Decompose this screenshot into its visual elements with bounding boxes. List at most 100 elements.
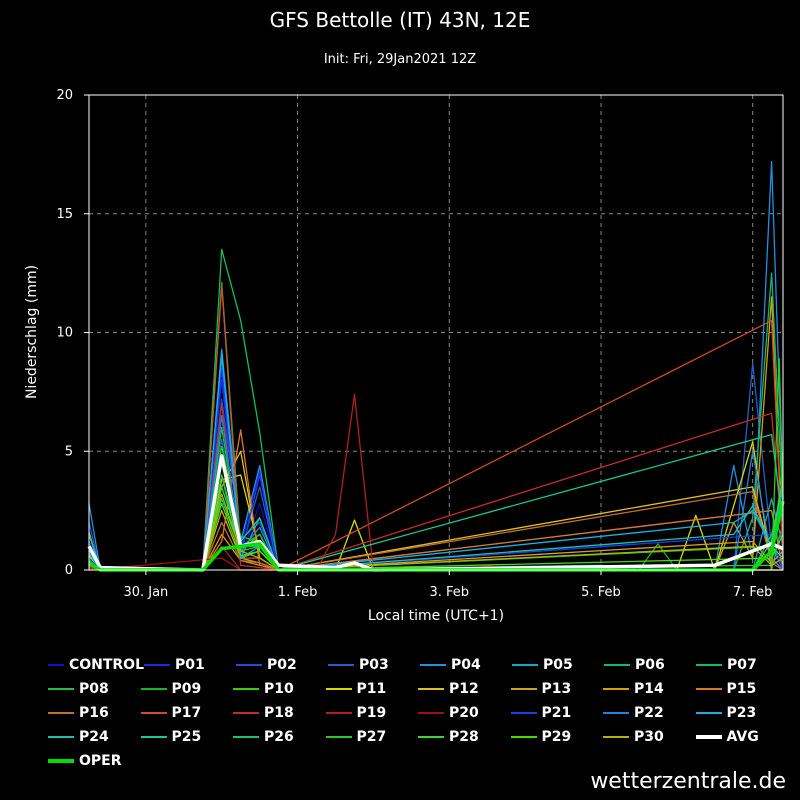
legend-label: P10 — [264, 681, 294, 697]
series-line-p06 — [88, 272, 784, 571]
precipitation-chart: 0 5 10 15 20 30. Jan 1. Feb 3. Feb 5. Feb 7. Feb… — [24, 88, 785, 624]
legend-item: P09 — [140, 681, 234, 697]
x-tick-label: 3. Feb — [429, 585, 469, 600]
series-line-p09 — [88, 455, 783, 571]
series-line-p28 — [88, 479, 784, 571]
legend-swatch — [695, 712, 722, 714]
legend-swatch — [325, 688, 352, 690]
legend-label: P09 — [171, 681, 202, 697]
series-line-p21 — [88, 367, 784, 571]
legend-label: P21 — [541, 705, 572, 721]
legend-swatch — [48, 712, 74, 714]
legend-item: P04 — [420, 657, 512, 673]
legend-swatch — [510, 736, 537, 738]
legend-item: P20 — [418, 705, 511, 721]
legend-row: P24 P25 P26 P27 P28 P29 P30 AVG — [48, 725, 788, 749]
legend-item: P18 — [233, 705, 326, 721]
series-line-p05 — [88, 355, 784, 571]
series-line-p08 — [88, 426, 784, 571]
legend-item: P01 — [144, 657, 236, 673]
series-line-p12 — [88, 450, 784, 571]
legend-item: AVG — [695, 729, 789, 745]
legend-item: P27 — [325, 729, 419, 745]
legend-label: P29 — [541, 729, 572, 745]
legend-label: P02 — [267, 657, 297, 673]
legend-item: P02 — [236, 657, 328, 673]
legend-item: P05 — [512, 657, 604, 673]
legend-item: P14 — [603, 681, 696, 697]
legend-label: P12 — [449, 681, 479, 697]
legend-label: P05 — [543, 657, 573, 673]
legend-item: P17 — [140, 705, 234, 721]
legend-item: P15 — [695, 681, 789, 697]
legend-item: OPER — [48, 753, 144, 769]
legend-swatch — [48, 664, 64, 666]
y-axis-label: Niederschlag (mm) — [24, 265, 40, 399]
x-tick-label: 30. Jan — [123, 585, 168, 600]
legend-swatch — [604, 664, 630, 666]
legend-swatch — [48, 736, 74, 738]
legend-label: P20 — [449, 705, 479, 721]
legend-swatch — [325, 736, 352, 738]
legend-swatch — [418, 712, 444, 714]
watermark: wetterzentrale.de — [590, 769, 786, 794]
x-tick-label: 7. Feb — [733, 585, 773, 600]
legend-label: P22 — [634, 705, 664, 721]
legend-label: P16 — [79, 705, 109, 721]
series-line-p14 — [88, 296, 784, 571]
legend-label: OPER — [79, 753, 122, 769]
legend-item: P11 — [325, 681, 419, 697]
legend-label: P27 — [356, 729, 387, 745]
legend-label: P17 — [171, 705, 202, 721]
legend-swatch — [144, 664, 170, 666]
legend-item: P10 — [233, 681, 326, 697]
legend-label: P19 — [356, 705, 387, 721]
legend-item: P24 — [48, 729, 141, 745]
legend-row: CONTROL P01 P02 P03 P04 P05 P06 P07 — [48, 653, 788, 677]
y-tick-label: 20 — [56, 88, 73, 103]
y-tick-label: 0 — [65, 563, 73, 578]
legend-label: P28 — [449, 729, 479, 745]
legend-swatch — [510, 712, 537, 714]
legend-label: P04 — [451, 657, 481, 673]
legend-row: P08 P09 P10 P11 P12 P13 P14 P15 — [48, 677, 788, 701]
legend-label: P15 — [726, 681, 757, 697]
legend-swatch — [418, 736, 444, 738]
legend-swatch — [603, 688, 629, 690]
legend-item: CONTROL — [48, 657, 144, 673]
legend-row: P16 P17 P18 P19 P20 P21 P22 P23 — [48, 701, 788, 725]
series-line-p18 — [88, 403, 784, 571]
series-line-control — [88, 414, 783, 571]
legend-item: P12 — [418, 681, 511, 697]
legend-label: P13 — [541, 681, 572, 697]
chart-subtitle: Init: Fri, 29Jan2021 12Z — [323, 52, 477, 67]
legend-item: P07 — [696, 657, 788, 673]
legend-swatch — [512, 664, 538, 666]
legend-swatch — [695, 688, 722, 690]
legend-label: P07 — [727, 657, 757, 673]
legend-swatch — [236, 664, 262, 666]
series-line-oper — [88, 500, 785, 572]
grid-lines — [89, 95, 783, 570]
legend-label: P18 — [264, 705, 294, 721]
legend-swatch — [418, 688, 444, 690]
legend-swatch — [510, 688, 537, 690]
legend-label: P26 — [264, 729, 294, 745]
legend-swatch — [603, 712, 629, 714]
y-tick-label: 15 — [56, 207, 73, 222]
legend-label: P11 — [356, 681, 387, 697]
legend-swatch — [696, 664, 722, 666]
legend-swatch — [325, 712, 352, 714]
legend-item: P29 — [510, 729, 604, 745]
legend: CONTROL P01 P02 P03 P04 P05 P06 P07 P08 P09 P10 P11… — [48, 653, 788, 773]
legend-label: P06 — [635, 657, 665, 673]
series-line-p23 — [88, 350, 784, 571]
legend-swatch — [695, 735, 722, 739]
legend-row: OPER — [48, 749, 788, 773]
x-axis-label: Local time (UTC+1) — [368, 608, 504, 624]
legend-item: P21 — [510, 705, 604, 721]
series-line-p22 — [88, 414, 784, 571]
legend-swatch — [140, 712, 167, 714]
chart-title: GFS Bettolle (IT) 43N, 12E — [269, 8, 531, 32]
legend-label: P24 — [79, 729, 109, 745]
